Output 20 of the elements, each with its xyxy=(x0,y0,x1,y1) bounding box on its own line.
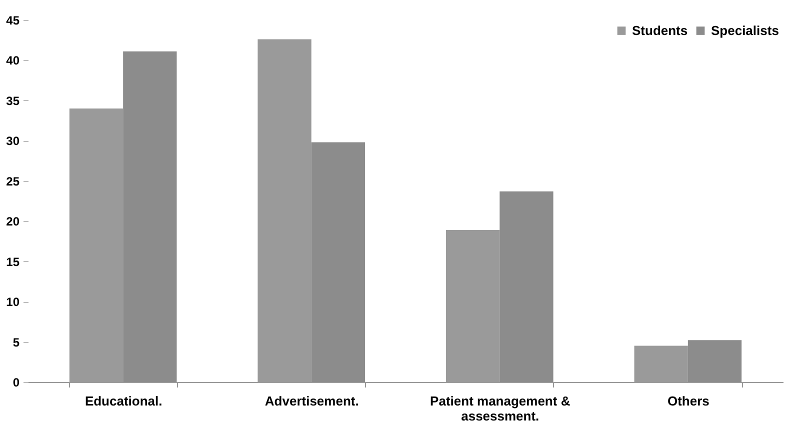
bar xyxy=(688,340,742,382)
x-tick-label: Others xyxy=(667,394,710,408)
x-tick-label: Patient management & assessment. xyxy=(430,394,570,424)
y-tick-label: 45 xyxy=(6,14,20,28)
y-tick-label: 5 xyxy=(12,335,20,350)
x-tick-label: Advertisement. xyxy=(264,394,359,408)
bar xyxy=(500,191,554,382)
legend-label: Students xyxy=(632,22,688,38)
x-tick-label: Educational. xyxy=(84,394,162,408)
y-tick-label: 0 xyxy=(12,376,20,390)
y-tick-label: 30 xyxy=(6,134,20,148)
bar xyxy=(123,51,177,382)
y-tick-label: 10 xyxy=(6,295,20,310)
bar xyxy=(311,142,366,382)
y-tick-label: 20 xyxy=(6,214,20,229)
y-tick-label: 40 xyxy=(6,54,20,68)
legend-label: Specialists xyxy=(711,22,779,38)
y-tick-label: 15 xyxy=(6,254,20,269)
y-tick-label: 35 xyxy=(6,94,20,108)
y-tick-label: 25 xyxy=(6,174,20,188)
